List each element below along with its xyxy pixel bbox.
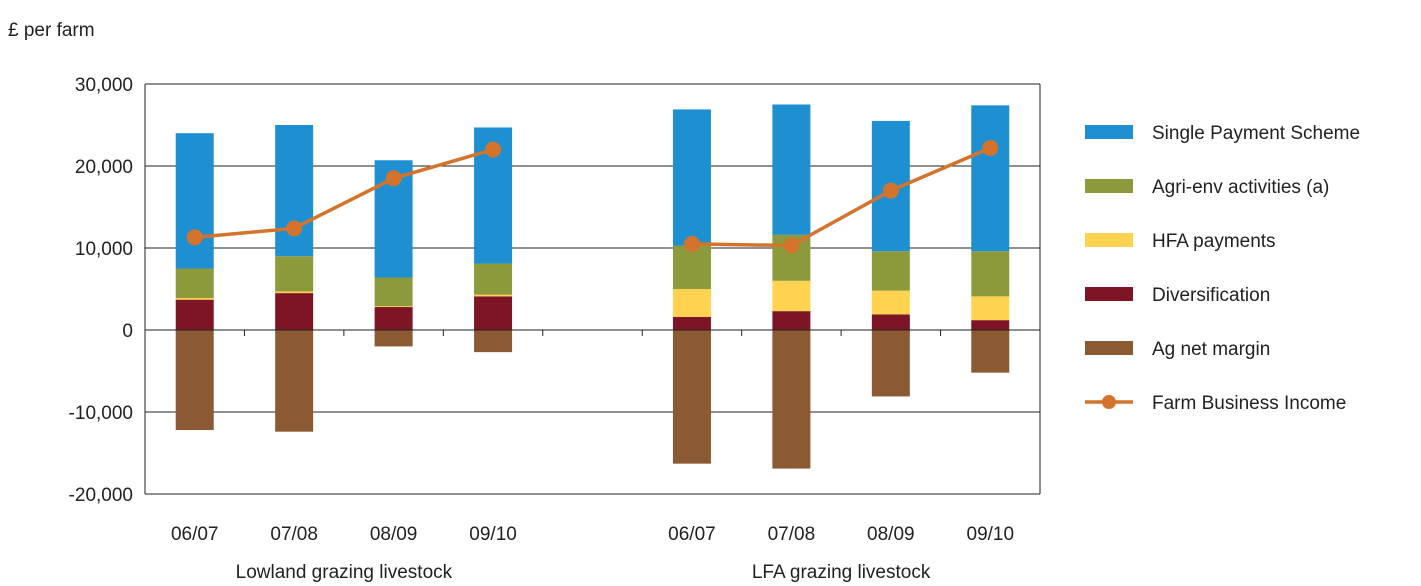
bar-agri-env-activities-a (474, 263, 513, 295)
y-tick-label: -20,000 (69, 485, 133, 506)
bar-ag-net-margin (175, 330, 214, 431)
x-tick-label: 08/09 (370, 524, 418, 545)
bar-diversification (772, 311, 811, 330)
bar-ag-net-margin (672, 330, 711, 464)
legend-label-ag-net-margin: Ag net margin (1152, 339, 1270, 360)
bar-diversification (474, 296, 513, 330)
bar-ag-net-margin (374, 330, 413, 347)
line-farm-business-income (691, 146, 991, 248)
bar-hfa-payments (374, 306, 413, 308)
bar-diversification (971, 320, 1010, 330)
bar-agri-env-activities-a (275, 256, 314, 292)
x-tick-label: 07/08 (768, 524, 816, 545)
y-axis-units-label: £ per farm (8, 20, 95, 41)
point-farm-business-income (982, 139, 999, 156)
bar-diversification (175, 299, 214, 330)
legend-marker-farm-business-income (1102, 395, 1116, 409)
point-farm-business-income (882, 182, 899, 199)
bar-single-payment-scheme (971, 105, 1010, 252)
point-farm-business-income (286, 220, 303, 237)
bar-single-payment-scheme (175, 133, 214, 269)
farm-business-income-line (186, 139, 999, 254)
bar-ag-net-margin (971, 330, 1010, 373)
bar-hfa-payments (275, 291, 314, 294)
line-farm-business-income (194, 147, 494, 240)
legend-swatch-agri-env-activities-a (1085, 179, 1133, 193)
group-labels: Lowland grazing livestock LFA grazing liv… (236, 562, 931, 583)
point-farm-business-income (485, 141, 502, 158)
group-label: Lowland grazing livestock (236, 562, 453, 583)
bar-diversification (374, 307, 413, 330)
legend-label-single-payment-scheme: Single Payment Scheme (1152, 123, 1360, 144)
bar-single-payment-scheme (772, 104, 811, 235)
bar-ag-net-margin (474, 330, 513, 353)
axes (144, 83, 1041, 495)
bar-hfa-payments (971, 296, 1010, 321)
legend-label-diversification: Diversification (1152, 285, 1270, 306)
bar-agri-env-activities-a (672, 245, 711, 289)
y-tick-label: 10,000 (75, 239, 133, 260)
bar-hfa-payments (871, 290, 910, 315)
point-farm-business-income (186, 229, 203, 246)
bar-agri-env-activities-a (871, 251, 910, 291)
bar-hfa-payments (672, 289, 711, 317)
legend-label-hfa-payments: HFA payments (1152, 231, 1276, 252)
legend-swatch-single-payment-scheme (1085, 125, 1133, 139)
legend-swatch-hfa-payments (1085, 233, 1133, 247)
y-tick-labels: 30,000 20,000 10,000 0 -10,000 -20,000 (69, 75, 133, 506)
x-tick-label: 07/08 (270, 524, 318, 545)
bar-agri-env-activities-a (374, 277, 413, 307)
y-tick-label: -10,000 (69, 403, 133, 424)
bar-ag-net-margin (275, 330, 314, 432)
point-farm-business-income (683, 235, 700, 252)
bar-hfa-payments (474, 294, 513, 297)
y-tick-label: 0 (122, 321, 133, 342)
x-tick-label: 06/07 (668, 524, 716, 545)
legend-label-agri-env-activities-a: Agri-env activities (a) (1152, 177, 1329, 198)
legend-label-farm-business-income: Farm Business Income (1152, 393, 1346, 414)
x-tick-labels: 06/07 07/08 08/09 09/10 06/07 07/08 08/09 09/10 (171, 524, 1014, 545)
bar-diversification (275, 293, 314, 330)
x-tick-label: 06/07 (171, 524, 219, 545)
y-tick-label: 30,000 (75, 75, 133, 96)
x-tick-label: 08/09 (867, 524, 915, 545)
bar-ag-net-margin (772, 330, 811, 469)
point-farm-business-income (385, 170, 402, 187)
point-farm-business-income (783, 237, 800, 254)
bar-agri-env-activities-a (175, 268, 214, 299)
bar-hfa-payments (175, 298, 214, 300)
group-label: LFA grazing livestock (752, 562, 931, 583)
bar-single-payment-scheme (275, 125, 314, 257)
bar-single-payment-scheme (672, 109, 711, 246)
bar-diversification (871, 314, 910, 330)
y-tick-label: 20,000 (75, 157, 133, 178)
bar-diversification (672, 316, 711, 330)
bar-agri-env-activities-a (971, 251, 1010, 297)
legend-swatch-ag-net-margin (1085, 341, 1133, 355)
bar-ag-net-margin (871, 330, 910, 397)
legend: Single Payment Scheme Agri-env activities… (1085, 123, 1360, 414)
bar-hfa-payments (772, 280, 811, 312)
x-tick-label: 09/10 (967, 524, 1015, 545)
x-tick-label: 09/10 (469, 524, 517, 545)
bars (175, 104, 1010, 469)
legend-swatch-diversification (1085, 287, 1133, 301)
